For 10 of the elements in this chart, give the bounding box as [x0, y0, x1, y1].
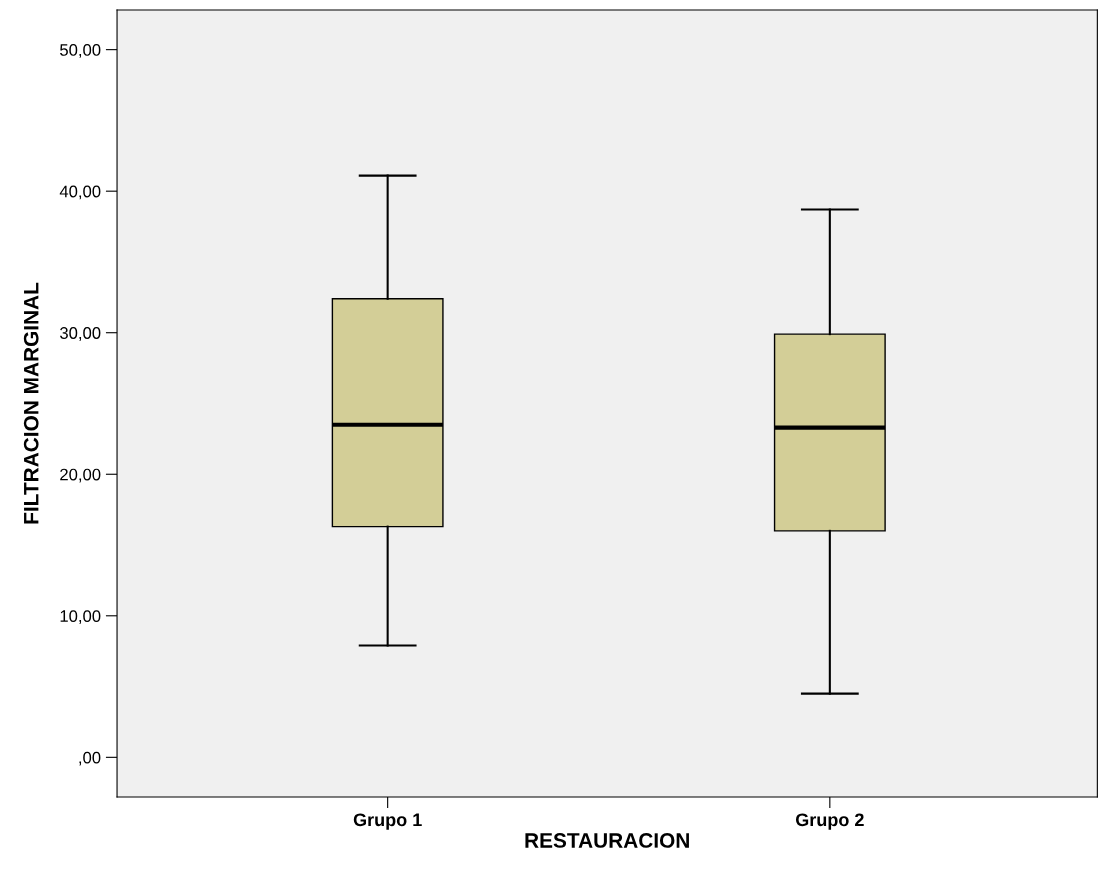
y-tick-label: 50,00 [60, 44, 101, 58]
y-tick-label: 40,00 [59, 185, 101, 200]
x-tick-label: Grupo 1 [353, 813, 422, 830]
y-tick-label: 10,00 [60, 610, 101, 624]
y-tick-label: 20,00 [60, 468, 101, 483]
y-axis-title: FILTRACION MARGINAL [23, 282, 39, 524]
y-tick-label: 30,00 [60, 327, 101, 341]
x-axis-title: RESTAURACION [525, 833, 689, 848]
y-tick-label: ,00 [79, 751, 101, 766]
x-tick-label: Grupo 2 [795, 813, 864, 830]
